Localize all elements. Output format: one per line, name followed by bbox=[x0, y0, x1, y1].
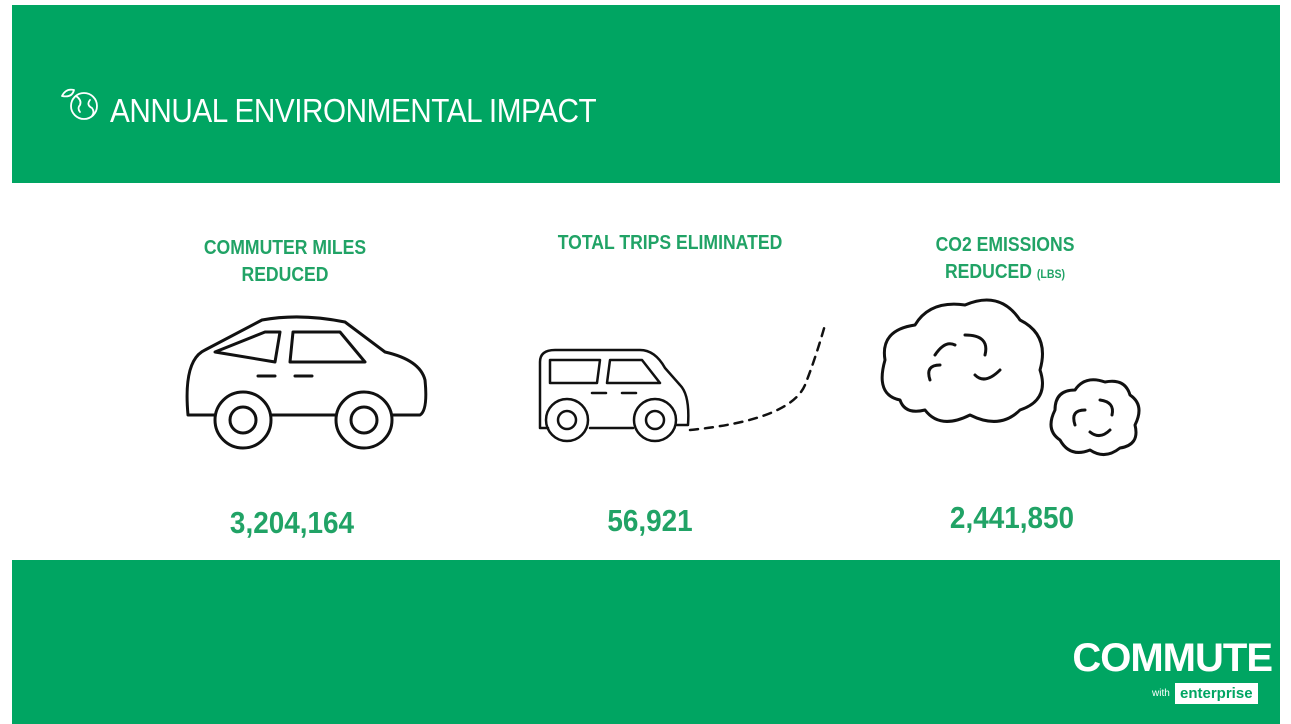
van-icon bbox=[540, 325, 825, 441]
icons bbox=[0, 0, 1291, 724]
slide: ANNUAL ENVIRONMENTAL IMPACT COMMUTER MIL… bbox=[0, 0, 1291, 724]
cloud-icon bbox=[882, 300, 1139, 455]
globe-icon bbox=[62, 90, 97, 119]
car-icon bbox=[187, 317, 426, 448]
